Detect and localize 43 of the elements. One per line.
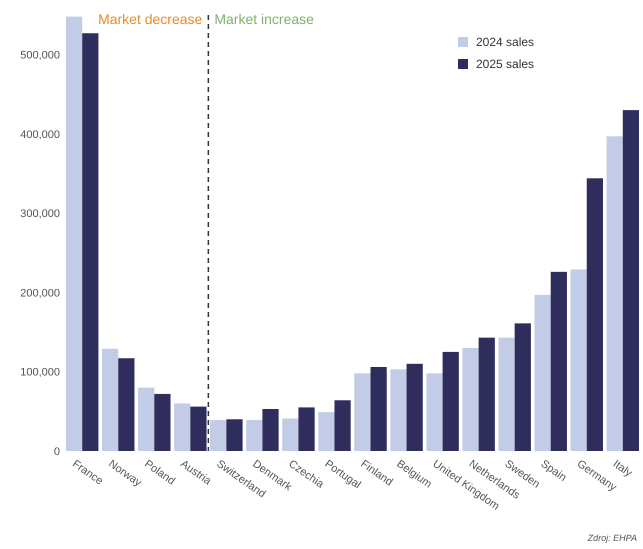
bar <box>462 348 479 451</box>
bar <box>226 419 243 451</box>
bar <box>622 110 639 451</box>
y-tick-label: 500,000 <box>20 49 60 62</box>
bar <box>118 358 134 451</box>
y-tick-label: 100,000 <box>20 366 60 379</box>
bar <box>334 400 351 451</box>
bar <box>498 338 515 451</box>
bar <box>570 269 587 451</box>
legend-label: 2025 sales <box>476 57 534 72</box>
annotation: Market increase <box>214 11 314 27</box>
bar <box>298 407 315 451</box>
annotation: Market decrease <box>98 11 203 27</box>
bar <box>138 388 154 451</box>
bar <box>102 348 118 451</box>
bar <box>318 412 334 451</box>
bar <box>534 294 551 451</box>
bar <box>606 136 623 451</box>
bar <box>390 369 407 451</box>
y-tick-label: 200,000 <box>20 287 60 300</box>
bar <box>66 16 82 451</box>
legend-label: 2024 sales <box>476 35 534 50</box>
y-tick-label: 400,000 <box>20 128 60 141</box>
bar <box>370 366 387 451</box>
bar <box>478 338 495 451</box>
bar <box>426 373 443 451</box>
bar <box>514 323 531 451</box>
bar <box>190 406 207 451</box>
bar <box>354 373 371 451</box>
bar <box>282 418 298 451</box>
bar <box>442 352 459 451</box>
bar <box>262 408 279 451</box>
bar <box>174 403 190 451</box>
bar <box>550 272 567 451</box>
bar <box>154 394 171 451</box>
y-tick-label: 300,000 <box>20 208 60 220</box>
bar <box>586 178 603 451</box>
bar <box>246 420 262 451</box>
y-tick-label: 0 <box>54 446 60 458</box>
text: Zdroj: EHPA <box>586 533 637 543</box>
bar <box>406 364 423 451</box>
bar <box>82 33 98 451</box>
bar <box>210 420 226 451</box>
